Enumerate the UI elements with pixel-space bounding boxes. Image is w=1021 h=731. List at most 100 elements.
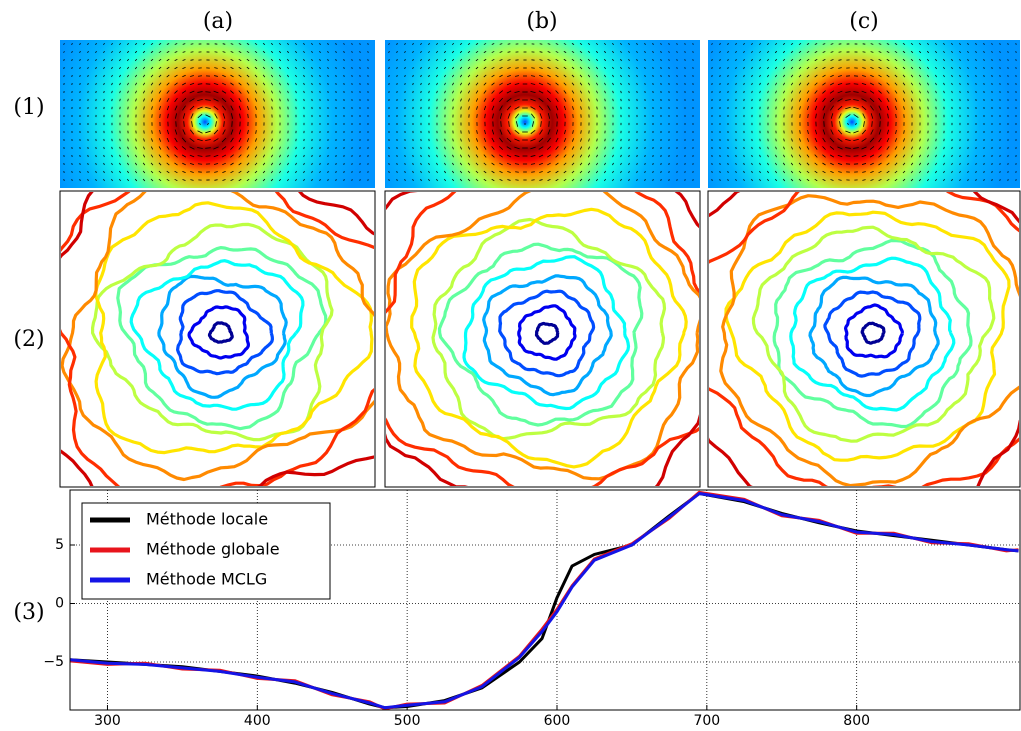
vector [246,98,250,102]
legend-label: Méthode globale [146,540,280,559]
vector [335,59,337,61]
vector [142,50,146,54]
vector [814,170,818,174]
vector [587,66,591,70]
vector [555,90,559,94]
vector [782,162,786,166]
vector [927,74,929,78]
vector [870,170,874,174]
vector [628,66,630,70]
vector [862,171,866,173]
vector [563,154,567,158]
vector [530,138,536,142]
vector [215,121,217,127]
vector [530,106,536,110]
vector [279,154,281,158]
vector [959,50,961,54]
vector [767,162,769,166]
vector [197,83,203,85]
vector [767,66,769,70]
vector [806,58,810,62]
vector [287,58,289,62]
vector [837,82,843,86]
vector [467,178,471,182]
vector [238,146,242,150]
vector [919,90,921,94]
vector [918,178,922,182]
vector [799,106,801,110]
vector [775,162,777,166]
vector [396,43,398,45]
vector [359,67,361,69]
vector [604,138,606,142]
vector [886,74,890,78]
vector [246,74,250,78]
x-tick-label: 800 [843,713,870,729]
vector [507,171,511,173]
vector [303,66,305,70]
vector [572,106,574,110]
vector [303,82,305,86]
vector [539,67,543,69]
vector [213,98,219,102]
vector [135,146,137,150]
vector [467,162,471,166]
vector [814,43,818,45]
vector [262,90,266,94]
vector [246,66,250,70]
vector [119,154,121,158]
vector [999,43,1001,45]
vector [231,113,233,119]
vector [319,58,321,62]
contour [431,217,667,441]
vector [197,147,203,149]
vector [767,42,769,46]
vector [783,106,785,110]
vector [158,66,162,70]
vector [230,74,234,78]
vector [311,58,313,62]
vector [918,42,922,46]
vector [692,51,694,53]
vector [910,58,914,62]
vector [238,43,242,45]
vector [238,105,242,111]
vector [612,82,614,86]
vector [759,82,761,86]
vector [878,170,882,174]
vector [919,106,921,110]
vector [119,90,121,94]
vector [127,154,129,158]
vector [79,162,81,166]
vector [135,98,137,102]
vector [571,74,575,78]
vector [230,43,234,45]
vector [388,59,390,61]
vector [150,90,154,94]
vector [644,58,646,62]
vector [603,42,607,46]
vector [491,137,495,143]
vector [351,43,353,45]
vector [205,130,211,134]
vector [782,42,786,46]
vector [436,154,438,158]
vector [571,90,575,94]
vector [983,43,985,45]
vector [935,138,937,142]
vector [791,98,793,102]
vector [174,162,178,166]
vector [514,83,520,85]
vector [540,121,542,127]
vector [444,170,446,174]
vector [150,162,154,166]
vector [620,178,622,182]
vector [878,74,882,78]
vector [879,113,881,119]
vector [975,154,977,158]
vector [319,50,321,54]
vector [572,130,574,134]
vector [692,43,694,45]
vector [459,154,463,158]
vector [167,113,169,119]
